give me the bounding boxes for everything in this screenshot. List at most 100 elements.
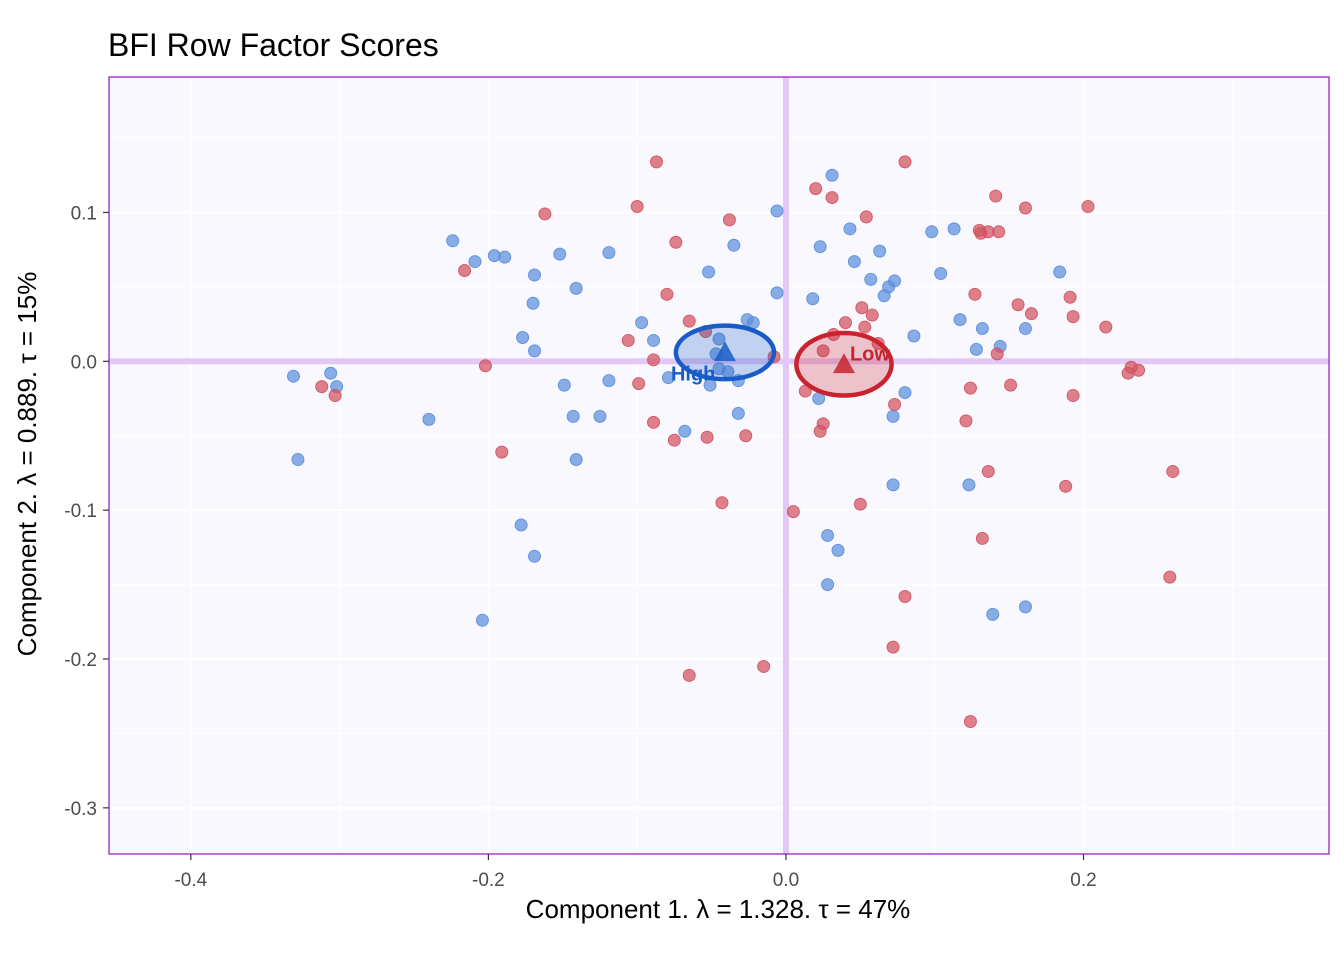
data-point-blue	[1018, 322, 1032, 336]
data-point-red	[682, 314, 696, 328]
data-points	[286, 155, 1180, 729]
data-point-blue	[886, 478, 900, 492]
data-point-red	[968, 287, 982, 301]
data-point-blue	[953, 313, 967, 327]
data-point-blue	[873, 244, 887, 258]
data-point-blue	[962, 478, 976, 492]
data-point-red	[859, 210, 873, 224]
data-point-red	[478, 359, 492, 373]
data-point-blue	[813, 240, 827, 254]
chart-title: BFI Row Factor Scores	[108, 27, 439, 63]
y-axis-title: Component 2. λ = 0.889. τ = 15%	[12, 272, 42, 657]
data-point-red	[1024, 307, 1038, 321]
data-point-blue	[514, 518, 528, 532]
data-point-blue	[498, 250, 512, 264]
data-point-blue	[702, 265, 716, 279]
data-point-blue	[528, 549, 542, 563]
data-point-blue	[727, 238, 741, 252]
y-tick-label: -0.2	[64, 650, 97, 671]
data-point-blue	[446, 234, 460, 248]
data-point-red	[838, 316, 852, 330]
data-point-red	[647, 415, 661, 429]
group-label-high: High	[671, 363, 715, 385]
data-point-red	[809, 182, 823, 196]
data-point-red	[963, 715, 977, 729]
data-point-blue	[975, 322, 989, 336]
panel-border	[108, 76, 1330, 855]
data-point-red	[632, 377, 646, 391]
data-point-blue	[770, 286, 784, 300]
data-point-blue	[593, 409, 607, 423]
data-point-red	[1063, 290, 1077, 304]
data-point-red	[495, 445, 509, 459]
data-point-blue	[934, 266, 948, 280]
data-point-red	[1163, 570, 1177, 584]
data-point-red	[682, 668, 696, 682]
data-point-red	[538, 207, 552, 221]
y-tick-label: -0.1	[64, 501, 97, 522]
data-point-red	[989, 189, 1003, 203]
data-point-red	[715, 496, 729, 510]
data-point-red	[886, 640, 900, 654]
x-tick-label: 0.2	[1070, 870, 1096, 891]
grid-lines	[109, 77, 1329, 854]
data-point-blue	[886, 409, 900, 423]
data-point-blue	[925, 225, 939, 239]
data-point-red	[1132, 363, 1146, 377]
data-point-blue	[291, 453, 305, 467]
data-point-red	[975, 531, 989, 545]
data-point-blue	[907, 329, 921, 343]
data-point-red	[898, 589, 912, 603]
data-point-blue	[526, 296, 540, 310]
data-point-red	[1066, 310, 1080, 324]
data-point-blue	[831, 543, 845, 557]
data-point-red	[816, 417, 830, 431]
data-point-red	[959, 414, 973, 428]
data-point-blue	[806, 292, 820, 306]
data-point-blue	[468, 255, 482, 269]
data-point-blue	[947, 222, 961, 236]
data-point-blue	[770, 204, 784, 218]
group-mean-high	[713, 341, 736, 362]
data-point-blue	[661, 371, 675, 385]
data-point-blue	[986, 607, 1000, 621]
data-point-red	[1059, 479, 1073, 493]
data-point-red	[1066, 389, 1080, 403]
data-point-blue	[602, 246, 616, 260]
data-point-red	[963, 381, 977, 395]
data-point-red	[660, 287, 674, 301]
data-point-red	[990, 347, 1004, 361]
data-point-red	[757, 659, 771, 673]
data-point-blue	[475, 613, 489, 627]
x-tick-label: -0.2	[472, 870, 505, 891]
data-point-red	[888, 397, 902, 411]
data-point-blue	[602, 374, 616, 388]
data-point-blue	[821, 578, 835, 592]
data-point-blue	[569, 281, 583, 295]
data-point-red	[630, 200, 644, 213]
reference-lines	[109, 77, 1329, 854]
y-axis-ticks: -0.3 -0.2 -0.1 0.0 0.1	[64, 203, 109, 820]
data-point-blue	[969, 342, 983, 356]
data-point-red	[667, 433, 681, 447]
x-tick-label: -0.4	[174, 870, 207, 891]
data-point-red	[853, 497, 867, 511]
group-label-low: Low	[850, 343, 890, 365]
data-point-blue	[553, 247, 567, 261]
group-ellipses: High Low	[671, 323, 894, 398]
data-point-red	[898, 155, 912, 169]
data-point-red	[786, 505, 800, 519]
data-point-red	[1011, 298, 1025, 312]
data-point-blue	[647, 333, 661, 347]
data-point-blue	[557, 378, 571, 392]
data-point-red	[992, 225, 1006, 239]
data-point-red	[458, 264, 472, 278]
x-axis-ticks: -0.4 -0.2 0.0 0.2	[174, 854, 1097, 891]
data-point-blue	[1053, 265, 1067, 279]
data-point-red	[722, 213, 736, 227]
data-point-blue	[516, 330, 530, 344]
data-point-blue	[847, 255, 861, 269]
plot-panel	[109, 77, 1329, 854]
data-point-blue	[528, 344, 542, 358]
